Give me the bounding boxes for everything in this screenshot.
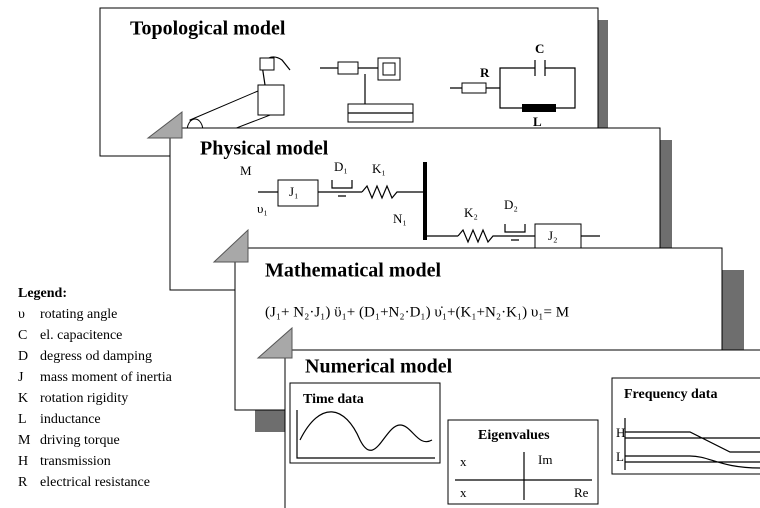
time-plot xyxy=(296,410,435,459)
legend-text: rotating angle xyxy=(40,307,117,322)
label: J₂ xyxy=(548,228,558,243)
shape xyxy=(457,228,535,244)
label: L xyxy=(533,114,542,129)
legend-text: rotation rigidity xyxy=(40,391,128,406)
shape xyxy=(299,411,433,451)
shape xyxy=(382,62,396,76)
shape xyxy=(257,84,285,116)
shape xyxy=(461,82,487,94)
label: M xyxy=(240,163,252,178)
legend-symbol: L xyxy=(18,412,27,427)
label: K₁ xyxy=(372,161,386,176)
panel-title: Time data xyxy=(303,392,364,407)
panel xyxy=(447,419,599,505)
label: H xyxy=(616,425,625,440)
circuit xyxy=(450,60,576,112)
physical-drawing xyxy=(258,162,600,249)
legend-symbol: R xyxy=(18,475,28,490)
legend-symbol: D xyxy=(18,349,28,364)
shape xyxy=(361,184,425,200)
shape xyxy=(624,418,760,470)
label: x xyxy=(460,485,467,500)
legend-text: transmission xyxy=(40,454,111,469)
label: C xyxy=(535,41,544,56)
card-title: Numerical model xyxy=(305,356,453,378)
shape xyxy=(504,224,526,241)
shape xyxy=(331,180,353,197)
card-title: Topological model xyxy=(130,18,286,40)
label: Im xyxy=(538,452,552,467)
shape xyxy=(296,410,435,459)
legend-title: Legend: xyxy=(18,286,67,301)
tab xyxy=(146,110,183,139)
label: L xyxy=(616,449,624,464)
legend-text: driving torque xyxy=(40,433,120,448)
label: Re xyxy=(574,485,589,500)
legend: υ rotating angle C el. capacitence D degress … xyxy=(18,307,173,490)
legend-symbol: M xyxy=(18,433,31,448)
shape xyxy=(259,57,275,71)
label: N₁ xyxy=(393,211,407,226)
legend-text: inductance xyxy=(40,412,101,427)
tab xyxy=(212,228,249,263)
shadow xyxy=(255,410,285,432)
panel xyxy=(289,382,441,464)
legend-symbol: K xyxy=(18,391,28,406)
label: R xyxy=(480,65,490,80)
legend-text: el. capacitence xyxy=(40,328,122,343)
shape xyxy=(277,179,319,207)
equation: (J₁+ N₂·J₁) ϋ₁+ (D₁+N₂·D₁) υ̇₁+(K₁+N₂·K₁… xyxy=(265,304,569,320)
shadow xyxy=(660,140,672,280)
label: K₂ xyxy=(464,205,478,220)
shadow xyxy=(598,20,608,140)
label: J₁ xyxy=(289,184,299,199)
card-title: Mathematical model xyxy=(265,260,442,282)
legend-symbol: C xyxy=(18,328,27,343)
shape xyxy=(499,67,576,109)
card-title: Physical model xyxy=(200,138,329,160)
tab xyxy=(256,326,293,359)
panel-title: Eigenvalues xyxy=(478,428,550,443)
frequency-plot xyxy=(624,418,760,470)
shape xyxy=(337,61,359,75)
label: υ₁ xyxy=(257,201,268,216)
legend-symbol: υ xyxy=(18,307,25,322)
label: D₂ xyxy=(504,197,518,212)
eigen-plot xyxy=(455,452,592,500)
legend-text: mass moment of inertia xyxy=(40,370,173,385)
panel-title: Frequency data xyxy=(624,387,717,402)
panel xyxy=(611,377,760,475)
shape xyxy=(522,104,556,112)
shape xyxy=(534,223,582,249)
legend-symbol: H xyxy=(18,454,28,469)
label: x xyxy=(460,454,467,469)
legend-text: electrical resistance xyxy=(40,475,150,490)
label: D₁ xyxy=(334,159,348,174)
legend-symbol: J xyxy=(18,370,24,385)
mechanism xyxy=(320,57,414,123)
legend-text: degress od damping xyxy=(40,349,152,364)
